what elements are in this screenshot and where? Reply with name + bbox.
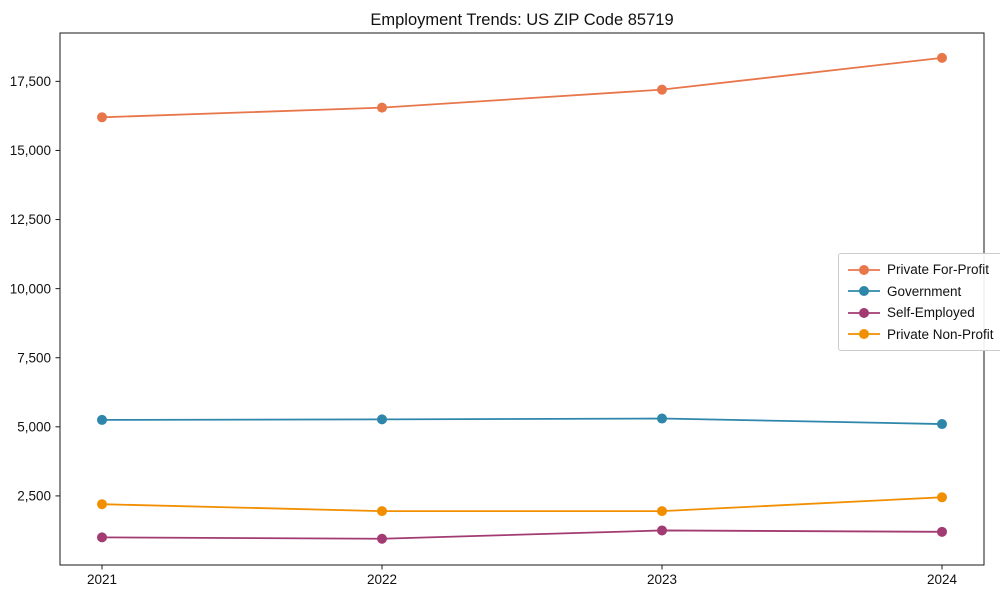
data-point-private-for-profit	[377, 102, 387, 113]
chart-title: Employment Trends: US ZIP Code 85719	[370, 11, 674, 29]
data-point-private-for-profit	[937, 52, 947, 63]
data-point-government	[937, 419, 947, 430]
legend-item-self-employed: Self-Employed	[848, 302, 994, 324]
legend-label: Private For-Profit	[887, 262, 990, 277]
legend-marker-icon	[848, 307, 880, 318]
x-tick-label: 2022	[367, 572, 397, 587]
y-tick-label: 10,000	[10, 281, 51, 296]
data-point-private-non-profit	[377, 506, 387, 517]
legend-item-private-non-profit: Private Non-Profit	[848, 324, 994, 346]
series-line-government	[101, 417, 943, 425]
x-tick-label: 2023	[647, 572, 677, 587]
legend-marker-icon	[848, 329, 880, 340]
x-tick-label: 2024	[927, 572, 958, 587]
data-point-government	[97, 414, 107, 425]
series-line-private-for-profit	[101, 56, 943, 119]
y-tick-label: 12,500	[10, 212, 51, 227]
data-point-private-non-profit	[657, 506, 667, 517]
legend: Private For-Profit Government Self-Employe…	[838, 253, 1000, 351]
data-point-private-for-profit	[97, 112, 107, 123]
data-point-self-employed	[377, 533, 387, 544]
series-line-self-employed	[101, 529, 943, 540]
data-point-self-employed	[657, 525, 667, 536]
data-point-private-for-profit	[657, 84, 667, 95]
legend-label: Government	[887, 283, 962, 299]
data-point-private-non-profit	[937, 492, 947, 503]
legend-item-government: Government	[848, 281, 994, 303]
y-tick-label: 7,500	[17, 350, 51, 365]
y-tick-label: 15,000	[10, 143, 51, 158]
legend-marker-icon	[848, 264, 880, 275]
data-point-self-employed	[937, 526, 947, 537]
data-point-private-non-profit	[97, 499, 107, 510]
series-line-private-non-profit	[101, 496, 943, 513]
x-tick-label: 2021	[87, 572, 117, 587]
y-tick-label: 17,500	[10, 74, 51, 89]
y-tick-label: 2,500	[17, 489, 51, 504]
legend-marker-icon	[848, 286, 880, 297]
data-point-self-employed	[97, 532, 107, 543]
data-point-government	[377, 414, 387, 425]
legend-item-private-for-profit: Private For-Profit	[848, 259, 994, 281]
legend-label: Self-Employed	[887, 305, 975, 320]
data-point-government	[657, 413, 667, 424]
legend-label: Private Non-Profit	[887, 326, 994, 342]
y-tick-label: 5,000	[17, 420, 51, 435]
